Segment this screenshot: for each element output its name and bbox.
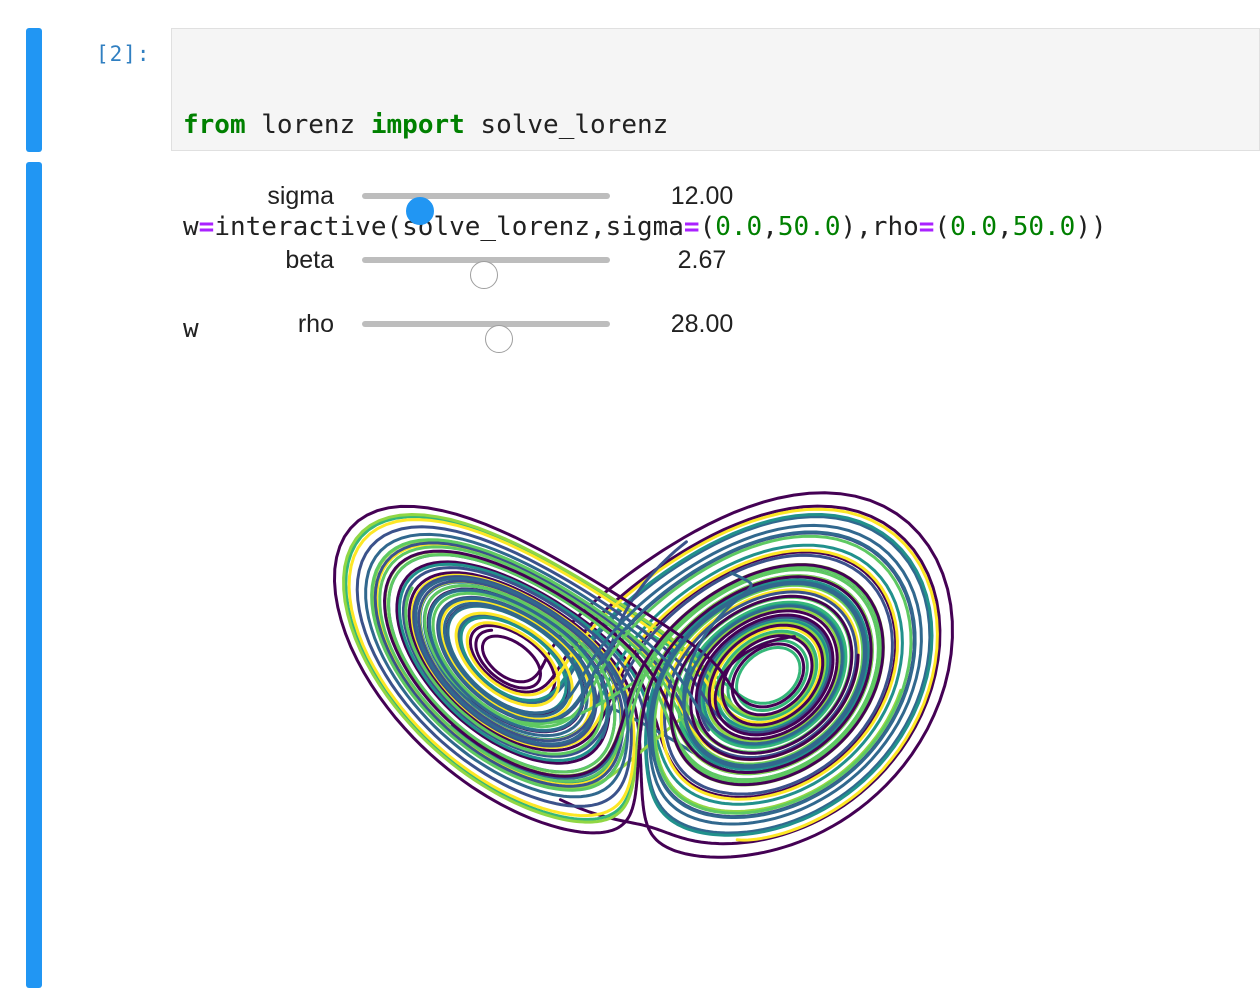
operator-token: = bbox=[683, 212, 700, 242]
trajectory-line bbox=[347, 507, 939, 842]
code-editor[interactable]: from lorenz import solve_lorenz w=intera… bbox=[171, 28, 1260, 344]
operator-token: = bbox=[198, 212, 215, 242]
keyword-from: from bbox=[183, 110, 246, 140]
slider-handle[interactable] bbox=[484, 325, 513, 353]
code-token: , bbox=[762, 212, 778, 242]
slider-label: rho bbox=[297, 310, 334, 338]
number-token: 0.0 bbox=[715, 212, 763, 242]
slider-track[interactable] bbox=[362, 257, 610, 289]
code-line-2: w=interactive(solve_lorenz,sigma=(0.0,50… bbox=[183, 210, 1107, 244]
trajectory-line bbox=[395, 491, 954, 859]
operator-token: = bbox=[918, 212, 935, 242]
code-token: ),rho bbox=[840, 212, 919, 242]
slider-track[interactable] bbox=[362, 321, 610, 353]
code-text[interactable]: from lorenz import solve_lorenz w=intera… bbox=[183, 40, 1107, 414]
code-token: ( bbox=[934, 212, 951, 242]
code-token: )) bbox=[1075, 212, 1107, 242]
module-name: lorenz bbox=[245, 110, 371, 140]
number-token: 50.0 bbox=[1012, 212, 1076, 242]
lorenz-attractor-plot bbox=[332, 491, 954, 859]
code-line-3: w bbox=[183, 314, 199, 344]
slider-label: beta bbox=[285, 246, 334, 274]
slider-handle[interactable] bbox=[470, 261, 498, 289]
trajectory-line bbox=[355, 525, 916, 819]
trajectory-line bbox=[364, 523, 923, 826]
slider-rho: rho 28.00 bbox=[180, 304, 780, 353]
slider-sigma: sigma 12.00 bbox=[180, 176, 780, 225]
code-token: ( bbox=[699, 212, 716, 242]
trajectory-line bbox=[332, 504, 885, 835]
code-token: interactive(solve_lorenz,sigma bbox=[214, 212, 684, 242]
slider-value[interactable]: 2.67 bbox=[677, 246, 727, 274]
slider-beta: beta 2.67 bbox=[180, 240, 780, 289]
slider-value[interactable]: 12.00 bbox=[670, 182, 734, 210]
slider-handle[interactable] bbox=[405, 197, 434, 225]
slider-label: sigma bbox=[267, 182, 334, 210]
input-prompt: [2]: bbox=[96, 42, 151, 66]
code-token: w bbox=[183, 212, 199, 242]
slider-value[interactable]: 28.00 bbox=[670, 310, 734, 338]
slider-track[interactable] bbox=[362, 193, 610, 225]
number-token: 0.0 bbox=[950, 212, 998, 242]
input-cell-selection-bar[interactable] bbox=[26, 28, 42, 152]
trajectory-line bbox=[370, 534, 913, 815]
keyword-import: import bbox=[370, 110, 465, 140]
number-token: 50.0 bbox=[777, 212, 841, 242]
import-name: solve_lorenz bbox=[464, 110, 669, 140]
code-token: , bbox=[997, 212, 1013, 242]
output-cell-selection-bar[interactable] bbox=[26, 162, 42, 988]
code-line-1: from lorenz import solve_lorenz bbox=[183, 108, 1107, 142]
